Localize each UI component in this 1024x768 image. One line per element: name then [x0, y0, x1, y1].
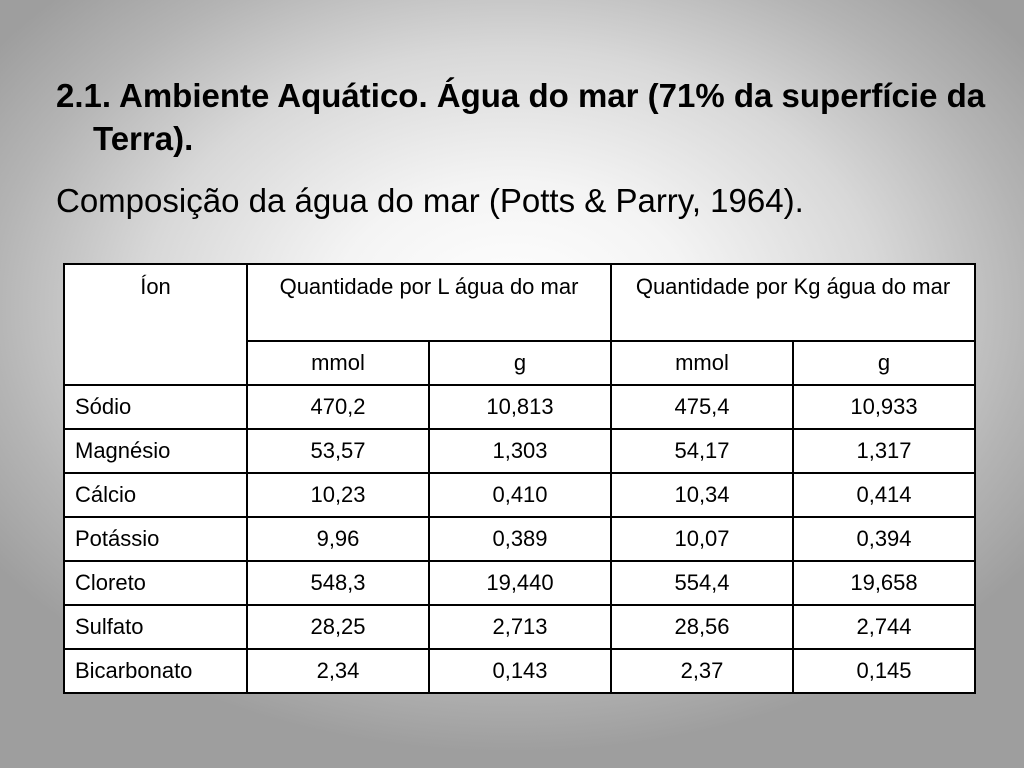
value-cell: 9,96: [246, 516, 430, 562]
ion-name-cell: Sulfato: [63, 604, 248, 650]
value-cell: 10,07: [610, 516, 794, 562]
ion-column-header: Íon: [63, 263, 248, 386]
ion-name-cell: Sódio: [63, 384, 248, 430]
ion-name-cell: Magnésio: [63, 428, 248, 474]
value-cell: 10,34: [610, 472, 794, 518]
per-liter-header: Quantidade por L água do mar: [246, 263, 612, 342]
value-cell: 2,713: [428, 604, 612, 650]
value-cell: 1,317: [792, 428, 976, 474]
table-row: Cloreto 548,3 19,440 554,4 19,658: [63, 560, 976, 606]
value-cell: 475,4: [610, 384, 794, 430]
value-cell: 554,4: [610, 560, 794, 606]
table-unit-row: mmol g mmol g: [64, 340, 976, 386]
table-row: Potássio 9,96 0,389 10,07 0,394: [63, 516, 976, 562]
ion-name-cell: Cálcio: [63, 472, 248, 518]
value-cell: 54,17: [610, 428, 794, 474]
value-cell: 2,744: [792, 604, 976, 650]
value-cell: 28,25: [246, 604, 430, 650]
ion-name-cell: Potássio: [63, 516, 248, 562]
unit-header: g: [428, 340, 612, 386]
value-cell: 10,23: [246, 472, 430, 518]
value-cell: 0,389: [428, 516, 612, 562]
value-cell: 10,933: [792, 384, 976, 430]
value-cell: 0,394: [792, 516, 976, 562]
unit-header: mmol: [610, 340, 794, 386]
table-row: Bicarbonato 2,34 0,143 2,37 0,145: [63, 648, 976, 694]
value-cell: 0,414: [792, 472, 976, 518]
value-cell: 2,37: [610, 648, 794, 694]
table-container: Íon Quantidade por L água do mar Quantid…: [63, 263, 976, 694]
value-cell: 2,34: [246, 648, 430, 694]
seawater-composition-table: Íon Quantidade por L água do mar Quantid…: [63, 263, 976, 694]
value-cell: 19,658: [792, 560, 976, 606]
ion-name-cell: Cloreto: [63, 560, 248, 606]
value-cell: 28,56: [610, 604, 794, 650]
per-kg-header: Quantidade por Kg água do mar: [610, 263, 976, 342]
table-row: Sulfato 28,25 2,713 28,56 2,744: [63, 604, 976, 650]
value-cell: 470,2: [246, 384, 430, 430]
value-cell: 0,143: [428, 648, 612, 694]
table-row: Sódio 470,2 10,813 475,4 10,933: [63, 384, 976, 430]
value-cell: 0,410: [428, 472, 612, 518]
value-cell: 0,145: [792, 648, 976, 694]
slide-heading: 2.1. Ambiente Aquático. Água do mar (71%…: [56, 77, 986, 157]
value-cell: 548,3: [246, 560, 430, 606]
unit-header: g: [792, 340, 976, 386]
value-cell: 1,303: [428, 428, 612, 474]
table-header-row: Íon Quantidade por L água do mar Quantid…: [63, 263, 976, 386]
table-row: Magnésio 53,57 1,303 54,17 1,317: [63, 428, 976, 474]
slide-subheading: Composição da água do mar (Potts & Parry…: [56, 182, 804, 219]
table-row: Cálcio 10,23 0,410 10,34 0,414: [63, 472, 976, 518]
value-cell: 19,440: [428, 560, 612, 606]
value-cell: 10,813: [428, 384, 612, 430]
value-cell: 53,57: [246, 428, 430, 474]
unit-header: mmol: [246, 340, 430, 386]
ion-name-cell: Bicarbonato: [63, 648, 248, 694]
